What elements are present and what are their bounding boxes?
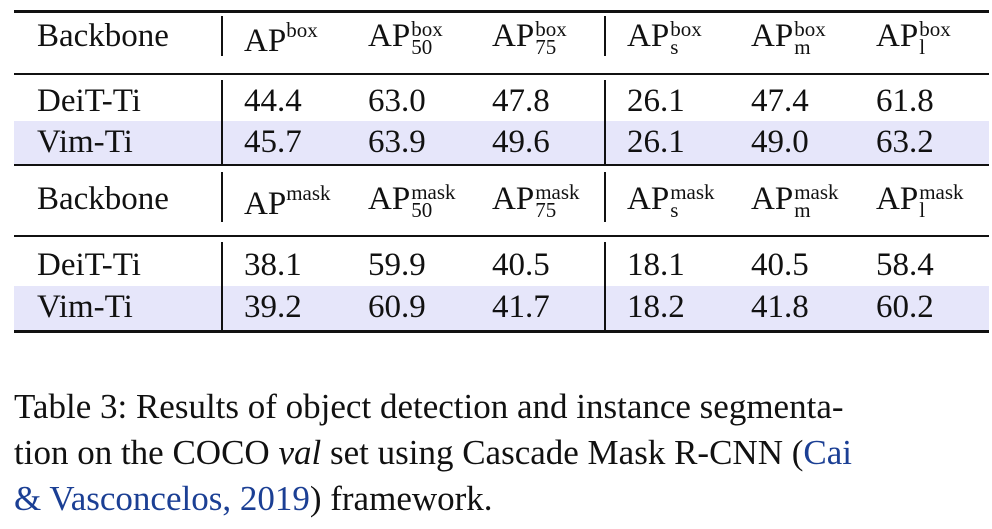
caption-text: ) framework.: [309, 479, 493, 518]
table-cell: 58.4: [876, 247, 934, 283]
header-aps-box: AP box s: [627, 17, 702, 59]
header-aps-mask: AP mask s: [627, 180, 715, 222]
row-name: DeiT-Ti: [37, 83, 141, 119]
row-name: DeiT-Ti: [37, 247, 141, 283]
ap-sub: m: [794, 35, 811, 59]
header-backbone: Backbone: [37, 181, 169, 217]
ap-sup: mask: [670, 180, 715, 204]
header-apm-box: AP box m: [751, 17, 826, 59]
row-name: Vim-Ti: [37, 289, 133, 325]
table-cell: 44.4: [244, 83, 302, 119]
ap-base: AP: [244, 186, 287, 222]
header-ap75-mask: AP mask 75: [492, 180, 580, 222]
table-cell: 49.0: [751, 124, 809, 160]
ap-sup: mask: [794, 180, 839, 204]
ap-sup: box: [670, 17, 702, 41]
table-cell: 39.2: [244, 289, 302, 325]
table-cell: 60.2: [876, 289, 934, 325]
table-cell: 47.8: [492, 83, 550, 119]
ap-sub: 75: [535, 35, 557, 59]
header-ap50-mask: AP mask 50: [368, 180, 456, 222]
table-top-rule: [14, 10, 989, 13]
table-cell: 41.8: [751, 289, 809, 325]
header-ap-box: APbox: [244, 20, 318, 58]
header-apl-mask: AP mask l: [876, 180, 964, 222]
ap-sup: box: [794, 17, 826, 41]
ap-sup: box: [286, 18, 318, 42]
col-separator-1: [221, 242, 223, 330]
table-cell: 47.4: [751, 83, 809, 119]
table-cell: 59.9: [368, 247, 426, 283]
ap-sub: s: [670, 198, 679, 222]
table-cell: 40.5: [751, 247, 809, 283]
col-separator-2: [604, 172, 606, 222]
caption-text: tion on the COCO: [14, 433, 279, 472]
box-header-rule: [14, 73, 989, 75]
table-cell: 18.2: [627, 289, 685, 325]
ap-base: AP: [627, 18, 670, 54]
table-cell: 63.0: [368, 83, 426, 119]
header-ap-mask: APmask: [244, 183, 331, 221]
ap-sup: mask: [286, 181, 331, 205]
table-cell: 38.1: [244, 247, 302, 283]
mask-header-rule: [14, 235, 989, 237]
citation-link[interactable]: & Vasconcelos, 2019: [14, 479, 310, 518]
ap-base: AP: [492, 18, 535, 54]
ap-base: AP: [751, 18, 794, 54]
col-separator-1: [221, 80, 223, 164]
header-apl-box: AP box l: [876, 17, 951, 59]
ap-sub: s: [670, 35, 679, 59]
section-divider-rule: [14, 164, 989, 166]
table-cell: 61.8: [876, 83, 934, 119]
ap-base: AP: [492, 181, 535, 217]
col-separator-1: [221, 172, 223, 222]
ap-base: AP: [627, 181, 670, 217]
ap-sup: box: [411, 17, 443, 41]
table-cell: 45.7: [244, 124, 302, 160]
ap-sup: box: [535, 17, 567, 41]
col-separator-2: [604, 80, 606, 164]
table-cell: 60.9: [368, 289, 426, 325]
ap-sup: mask: [535, 180, 580, 204]
ap-base: AP: [368, 181, 411, 217]
header-apm-mask: AP mask m: [751, 180, 839, 222]
ap-base: AP: [876, 181, 919, 217]
row-highlight-mask: [14, 286, 989, 330]
table-cell: 63.9: [368, 124, 426, 160]
table-cell: 18.1: [627, 247, 685, 283]
col-separator-2: [604, 16, 606, 56]
row-highlight-box: [14, 121, 989, 164]
ap-base: AP: [244, 23, 287, 59]
ap-base: AP: [368, 18, 411, 54]
table-cell: 49.6: [492, 124, 550, 160]
header-ap75-box: AP box 75: [492, 17, 567, 59]
caption-text: set using Cascade Mask R-CNN (: [321, 433, 804, 472]
ap-sup: mask: [411, 180, 456, 204]
table-cell: 26.1: [627, 83, 685, 119]
table-cell: 26.1: [627, 124, 685, 160]
ap-sup: mask: [919, 180, 964, 204]
table-cell: 41.7: [492, 289, 550, 325]
row-name: Vim-Ti: [37, 124, 133, 160]
ap-base: AP: [751, 181, 794, 217]
table-cell: 63.2: [876, 124, 934, 160]
caption-italic-val: val: [278, 433, 322, 472]
ap-sub: l: [919, 35, 926, 59]
table-bottom-rule: [14, 330, 989, 333]
header-backbone: Backbone: [37, 18, 169, 54]
ap-sub: 75: [535, 198, 557, 222]
caption-line-1: Table 3: Results of object detection and…: [14, 387, 844, 426]
header-ap50-box: AP box 50: [368, 17, 443, 59]
ap-sub: l: [919, 198, 926, 222]
col-separator-2: [604, 242, 606, 330]
ap-base: AP: [876, 18, 919, 54]
ap-sub: m: [794, 198, 811, 222]
table-caption: Table 3: Results of object detection and…: [14, 384, 989, 522]
citation-link[interactable]: Cai: [803, 433, 852, 472]
ap-sup: box: [919, 17, 951, 41]
table-cell: 40.5: [492, 247, 550, 283]
ap-sub: 50: [411, 35, 433, 59]
col-separator-1: [221, 16, 223, 56]
ap-sub: 50: [411, 198, 433, 222]
